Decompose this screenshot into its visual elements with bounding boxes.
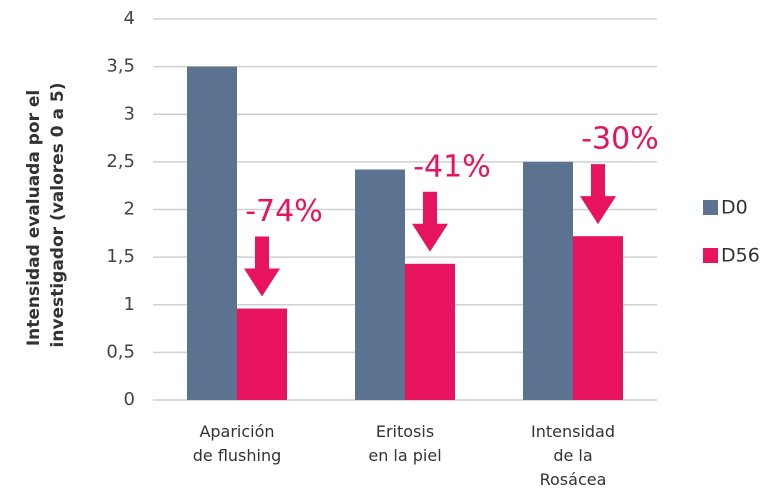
x-tick-label: Intensidad de la Rosácea	[531, 422, 615, 489]
y-axis-label: Intensidad evaluada por el investigador …	[24, 83, 68, 348]
bar	[573, 236, 623, 400]
annotation: -30%	[581, 122, 659, 157]
x-tick-label-line: de flushing	[193, 446, 282, 465]
y-tick-label: 1	[124, 294, 135, 315]
legend-label: D56	[721, 245, 760, 267]
annotation: -74%	[245, 194, 323, 229]
y-tick-label: 2	[124, 199, 135, 220]
bar	[405, 263, 455, 400]
annotation-arrow	[580, 164, 616, 225]
bar	[523, 161, 573, 400]
x-tick-label-line: Eritosis	[376, 422, 434, 441]
y-axis-label-line: investigador (valores 0 a 5)	[48, 83, 68, 348]
bar	[237, 308, 287, 400]
x-tick-label: Aparición de flushing	[193, 422, 282, 465]
legend-label: D0	[721, 197, 748, 219]
bar	[187, 66, 237, 400]
y-tick-label: 4	[124, 8, 135, 29]
y-axis-label-line: Intensidad evaluada por el	[24, 90, 44, 346]
x-tick-label-line: de la	[553, 446, 592, 465]
y-tick-label: 0,5	[106, 341, 135, 362]
y-tick-label: 0	[124, 389, 135, 410]
annotation: -41%	[413, 149, 491, 184]
annotation-arrow	[244, 236, 280, 297]
x-tick-label-line: Intensidad	[531, 422, 615, 441]
y-tick-label: 3	[124, 103, 135, 124]
bar	[355, 169, 405, 400]
y-tick-label: 3,5	[106, 56, 135, 77]
y-tick-label: 2,5	[106, 151, 135, 172]
x-tick-label-line: en la piel	[368, 446, 441, 465]
annotation-arrow	[412, 191, 448, 252]
x-tick-label: Eritosis en la piel	[368, 422, 441, 465]
x-tick-label-line: Aparición	[199, 422, 274, 441]
legend-swatch	[703, 248, 718, 263]
y-tick-label: 1,5	[106, 246, 135, 267]
x-tick-label-line: Rosácea	[540, 470, 607, 489]
legend-swatch	[703, 200, 718, 215]
